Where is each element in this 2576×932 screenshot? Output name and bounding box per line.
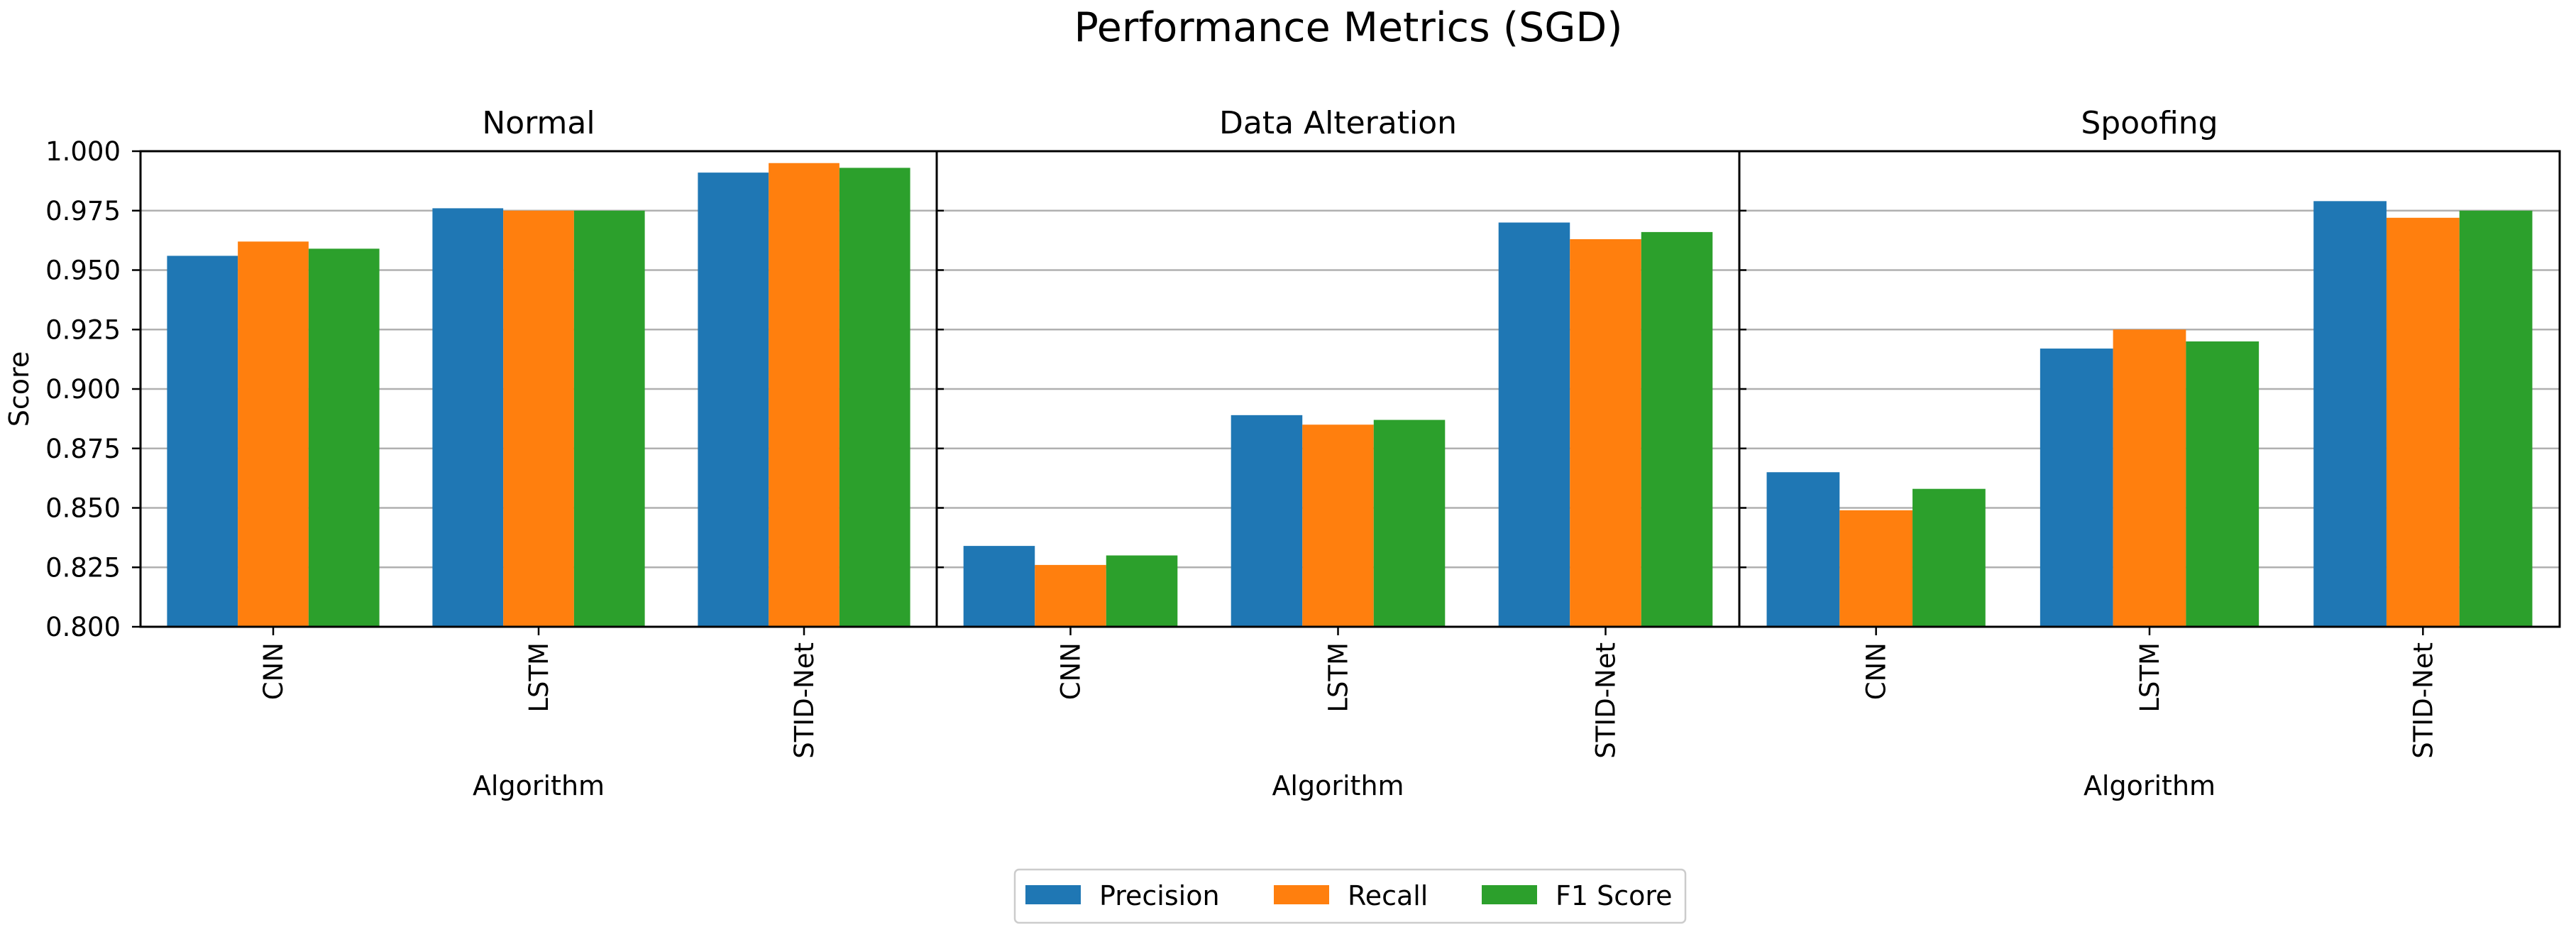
x-axis-label: Algorithm bbox=[1272, 770, 1404, 801]
legend-swatch-precision bbox=[1025, 885, 1081, 904]
legend-swatch-recall bbox=[1274, 885, 1329, 904]
bar-recall-cnn bbox=[1035, 564, 1106, 627]
bar-precision-stid-net bbox=[1498, 222, 1570, 627]
bar-precision-lstm bbox=[432, 208, 504, 627]
bar-recall-cnn bbox=[238, 241, 309, 627]
bar-precision-cnn bbox=[1766, 472, 1840, 627]
x-tick-label: STID-Net bbox=[2408, 642, 2438, 759]
bar-recall-stid-net bbox=[1570, 239, 1641, 627]
y-tick-label: 0.875 bbox=[45, 434, 121, 464]
legend-frame bbox=[1013, 868, 1687, 924]
x-tick-label: STID-Net bbox=[789, 642, 820, 759]
bar-precision-stid-net bbox=[2313, 201, 2387, 627]
y-tick-label: 1.000 bbox=[45, 136, 121, 167]
bar-recall-lstm bbox=[2113, 329, 2186, 627]
x-axis-label: Algorithm bbox=[473, 770, 605, 801]
y-tick-label: 0.900 bbox=[45, 374, 121, 405]
panel-data-alteration: CNN LSTM STID-Net Data Alteration Algorithm bbox=[935, 105, 1741, 801]
x-tick-label: CNN bbox=[1861, 642, 1892, 700]
bar-f1-score-lstm bbox=[573, 210, 645, 627]
panel-title: Normal bbox=[482, 105, 595, 141]
legend-swatch-f1-score bbox=[1482, 885, 1537, 904]
bar-precision-lstm bbox=[2040, 349, 2113, 627]
bar-f1-score-stid-net bbox=[839, 168, 910, 627]
panel-spoofing: CNN LSTM STID-Net Spoofing Algorithm bbox=[1738, 105, 2561, 801]
bar-f1-score-stid-net bbox=[1641, 231, 1713, 627]
bar-recall-lstm bbox=[503, 210, 574, 627]
panel-title: Data Alteration bbox=[1219, 105, 1457, 141]
bar-recall-lstm bbox=[1302, 424, 1374, 627]
y-tick-label: 0.950 bbox=[45, 256, 121, 286]
panel-title: Spoofing bbox=[2081, 105, 2218, 141]
x-tick-label: CNN bbox=[258, 642, 289, 700]
chart-title: Performance Metrics (SGD) bbox=[1074, 4, 1622, 51]
bar-precision-stid-net bbox=[698, 172, 769, 627]
y-tick-label: 0.975 bbox=[45, 196, 121, 226]
bar-precision-cnn bbox=[167, 256, 238, 627]
bar-f1-score-cnn bbox=[308, 248, 380, 627]
bar-f1-score-stid-net bbox=[2459, 210, 2533, 627]
legend: Precision Recall F1 Score bbox=[1013, 868, 1687, 924]
y-axis-label: Score bbox=[4, 351, 35, 427]
x-tick-label: STID-Net bbox=[1591, 642, 1622, 759]
bar-recall-stid-net bbox=[2386, 217, 2460, 627]
legend-label: F1 Score bbox=[1556, 880, 1673, 911]
y-tick-label: 0.925 bbox=[45, 314, 121, 345]
x-tick-label: LSTM bbox=[2135, 642, 2165, 713]
bar-recall-stid-net bbox=[769, 163, 840, 627]
legend-label: Precision bbox=[1099, 880, 1220, 911]
y-tick-label: 0.850 bbox=[45, 493, 121, 524]
x-axis-label: Algorithm bbox=[2084, 770, 2216, 801]
bar-f1-score-cnn bbox=[1106, 555, 1178, 627]
bar-precision-cnn bbox=[963, 546, 1035, 627]
bar-f1-score-cnn bbox=[1912, 488, 1986, 627]
x-tick-label: LSTM bbox=[524, 642, 554, 713]
y-tick-label: 0.825 bbox=[45, 552, 121, 583]
panels-group: CNN LSTM STID-Net Normal Algorithm CNN LSTM STI… bbox=[45, 105, 2561, 801]
x-tick-label: LSTM bbox=[1323, 642, 1354, 713]
bar-recall-cnn bbox=[1839, 510, 1913, 627]
bar-precision-lstm bbox=[1231, 415, 1303, 627]
bar-f1-score-lstm bbox=[2186, 341, 2259, 627]
x-tick-label: CNN bbox=[1056, 642, 1086, 700]
panel-frame bbox=[1738, 150, 2561, 628]
panel-normal: CNN LSTM STID-Net Normal Algorithm bbox=[132, 105, 938, 801]
bar-f1-score-lstm bbox=[1373, 420, 1446, 627]
y-tick-label: 0.800 bbox=[45, 612, 121, 642]
legend-label: Recall bbox=[1348, 880, 1428, 911]
